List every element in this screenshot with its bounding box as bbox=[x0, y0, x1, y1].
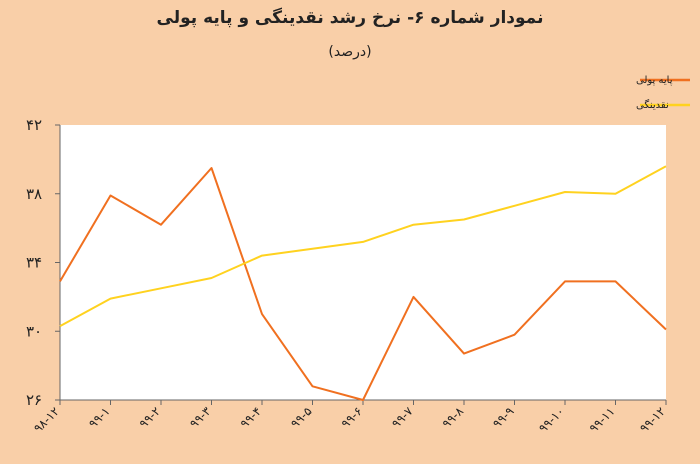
series-line bbox=[59, 167, 667, 401]
y-ticks: ۲۶ ۳۰ ۳۴ ۳۸ ۴۲ bbox=[26, 116, 60, 409]
x-tick-label: ۹۹-۴ bbox=[237, 404, 264, 431]
x-ticks: ۹۸-۱۲ ۹۹-۱ ۹۹-۲ ۹۹-۳ ۹۹-۴ ۹۹-۵ ۹۹-۶ ۹۹-۷ ۹۹-۸ ۹۹-… bbox=[31, 400, 668, 435]
plot-area bbox=[60, 125, 666, 400]
chart-subtitle: (درصد) bbox=[328, 44, 372, 60]
x-tick-label: ۹۹-۱۱ bbox=[586, 404, 617, 435]
legend-label: پایه پولی bbox=[636, 75, 673, 86]
y-tick-label: ۳۸ bbox=[26, 185, 42, 203]
x-tick-label: ۹۹-۵ bbox=[288, 404, 315, 431]
x-tick-label: ۹۹-۱ bbox=[86, 404, 113, 431]
y-tick-label: ۴۲ bbox=[26, 116, 42, 134]
x-tick-label: ۹۹-۲ bbox=[136, 404, 163, 431]
series-line bbox=[59, 165, 667, 327]
y-tick-label: ۳۴ bbox=[26, 254, 42, 272]
x-tick-label: ۹۹-۱۰ bbox=[536, 404, 567, 435]
legend: پایه پولی نقدینگی bbox=[636, 75, 690, 111]
y-tick-label: ۳۰ bbox=[26, 322, 42, 340]
x-tick-label: ۹۹-۶ bbox=[338, 404, 365, 431]
x-tick-label: ۹۹-۷ bbox=[389, 404, 416, 431]
series-lines bbox=[59, 165, 667, 401]
x-tick-label: ۹۹-۳ bbox=[187, 404, 214, 431]
y-tick-label: ۲۶ bbox=[26, 391, 42, 409]
chart-title: نمودار شماره ۶- نرخ رشد نقدینگی و پایه پ… bbox=[156, 8, 544, 28]
x-tick-label: ۹۹-۱۲ bbox=[637, 404, 668, 435]
x-tick-label: ۹۹-۹ bbox=[490, 404, 517, 431]
x-tick-label: ۹۹-۸ bbox=[439, 404, 466, 431]
legend-label: نقدینگی bbox=[636, 99, 669, 111]
